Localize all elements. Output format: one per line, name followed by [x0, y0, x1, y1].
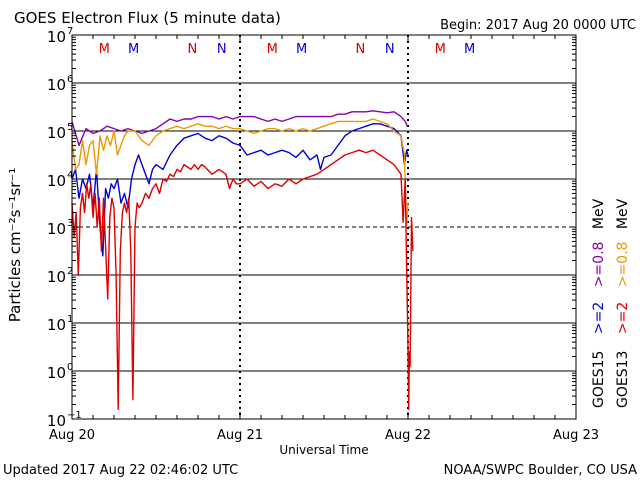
y-tick-exponent: 7: [67, 26, 73, 37]
chart-title: GOES Electron Flux (5 minute data): [14, 9, 281, 27]
x-axis-label: Universal Time: [279, 443, 368, 457]
x-axis-ticks: Aug 20 Aug 21 Aug 22 Aug 23: [49, 35, 599, 443]
svg-text:GOES13 >=2 >=0.8: GOES13 >=2 >=0.8 MeV: [615, 198, 631, 408]
y-tick-label: 10: [47, 268, 66, 286]
y-tick-label: 10: [47, 124, 66, 142]
y-tick-label: 10: [47, 316, 66, 334]
series-line: [71, 123, 409, 257]
mn-marker: N: [356, 42, 366, 57]
legend-goes13-name: GOES13: [615, 351, 631, 408]
legend-goes15-unit: MeV: [591, 198, 607, 229]
x-tick-label: Aug 22: [385, 428, 431, 443]
legend-goes15-name: GOES15: [591, 351, 607, 408]
y-tick-exponent: 5: [67, 122, 73, 133]
y-tick-label: 10: [47, 364, 66, 382]
legend-goes15-08mev: >=0.8: [591, 242, 607, 288]
series-line: [71, 118, 409, 228]
svg-text:GOES15 >=2 >=0.8: GOES15 >=2 >=0.8 MeV: [591, 198, 607, 408]
series-line: [71, 149, 414, 411]
y-tick-label: 10: [47, 412, 66, 430]
y-tick-exponent: 6: [67, 74, 73, 85]
y-tick-exponent: 4: [67, 170, 73, 181]
mn-marker: M: [128, 42, 139, 57]
y-tick-label: 10: [47, 220, 66, 238]
mn-marker: N: [385, 42, 395, 57]
y-tick-exponent: 0: [67, 362, 73, 373]
begin-label: Begin: 2017 Aug 20 0000 UTC: [440, 18, 636, 33]
mn-marker: N: [188, 42, 198, 57]
y-tick-label: 10: [47, 76, 66, 94]
gridlines: [72, 82, 576, 372]
x-tick-label: Aug 21: [217, 428, 263, 443]
x-tick-label: Aug 23: [553, 428, 599, 443]
data-series: [71, 110, 414, 411]
mn-marker: N: [217, 42, 227, 57]
updated-label: Updated 2017 Aug 22 02:46:02 UTC: [3, 463, 238, 478]
series-line: [71, 110, 408, 147]
y-tick-label: 10: [47, 28, 66, 46]
legend-goes13-08mev: >=0.8: [615, 242, 631, 288]
y-tick-exponent: −1: [67, 410, 82, 421]
x-tick-label: Aug 20: [49, 428, 95, 443]
legend-goes15: GOES15 >=2 >=0.8 MeV: [591, 198, 607, 408]
mn-marker: M: [267, 42, 278, 57]
y-tick-exponent: 1: [67, 314, 73, 325]
legend-goes15-2mev: >=2: [591, 302, 607, 334]
legend-goes13-unit: MeV: [615, 198, 631, 229]
legend-goes13-2mev: >=2: [615, 302, 631, 334]
mn-marker: M: [435, 42, 446, 57]
y-tick-label: 10: [47, 172, 66, 190]
y-axis-label: Particles cm⁻²s⁻¹sr⁻¹: [6, 168, 24, 322]
y-tick-exponent: 2: [67, 266, 73, 277]
mn-marker: M: [296, 42, 307, 57]
y-tick-exponent: 3: [67, 218, 73, 229]
mn-marker: M: [99, 42, 110, 57]
credit-label: NOAA/SWPC Boulder, CO USA: [444, 463, 637, 478]
mn-marker: M: [464, 42, 475, 57]
legend-goes13: GOES13 >=2 >=0.8 MeV: [615, 198, 631, 408]
